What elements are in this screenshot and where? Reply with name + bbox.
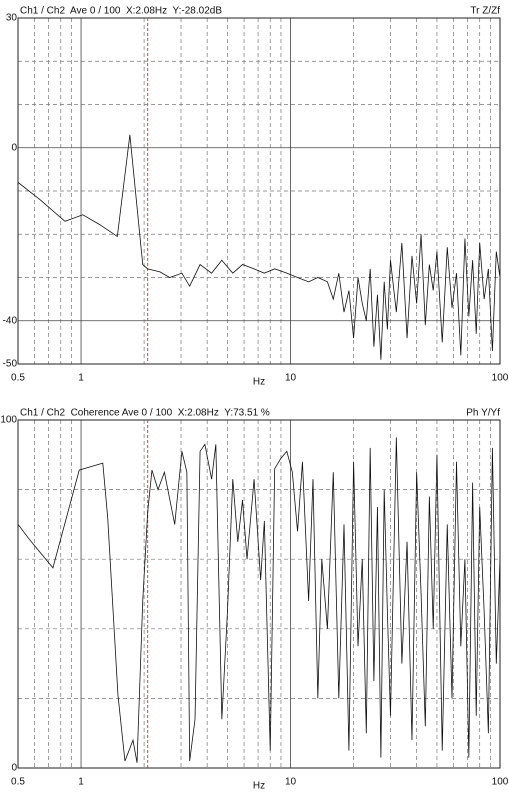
chart-title: Ch1 / Ch2 Ave 0 / 100 X:2.08Hz Y:-28.02d… [20, 6, 222, 17]
chart-panel: Ch1 / Ch2 Ave 0 / 100 X:2.08Hz Y:-28.02d… [3, 6, 509, 388]
data-line [18, 134, 500, 360]
x-tick-label: 10 [285, 373, 297, 384]
x-tick-label: 100 [492, 777, 509, 788]
x-axis-label: Hz [253, 377, 265, 388]
y-tick-label: -50 [3, 359, 18, 370]
y-tick-label: 0 [11, 142, 17, 153]
y-tick-label: 0 [11, 763, 17, 774]
mode-label: Ph Y/Yf [466, 408, 500, 419]
data-line [18, 437, 500, 763]
plot-frame [17, 419, 501, 769]
chart-title: Ch1 / Ch2 Coherence Ave 0 / 100 X:2.08Hz… [20, 408, 270, 419]
chart-panel: Ch1 / Ch2 Coherence Ave 0 / 100 X:2.08Hz… [0, 408, 508, 792]
x-tick-label: 100 [492, 373, 509, 384]
x-tick-label: 1 [78, 373, 84, 384]
x-tick-label: 0.5 [11, 373, 25, 384]
y-tick-label: 100 [0, 415, 17, 426]
x-tick-label: 0.5 [11, 777, 25, 788]
y-tick-label: -40 [3, 315, 18, 326]
x-tick-label: 10 [285, 777, 297, 788]
y-tick-label: 30 [6, 13, 18, 24]
x-axis-label: Hz [253, 781, 265, 792]
x-tick-label: 1 [78, 777, 84, 788]
plot-frame [17, 17, 501, 365]
mode-label: Tr Z/Zf [470, 6, 500, 17]
